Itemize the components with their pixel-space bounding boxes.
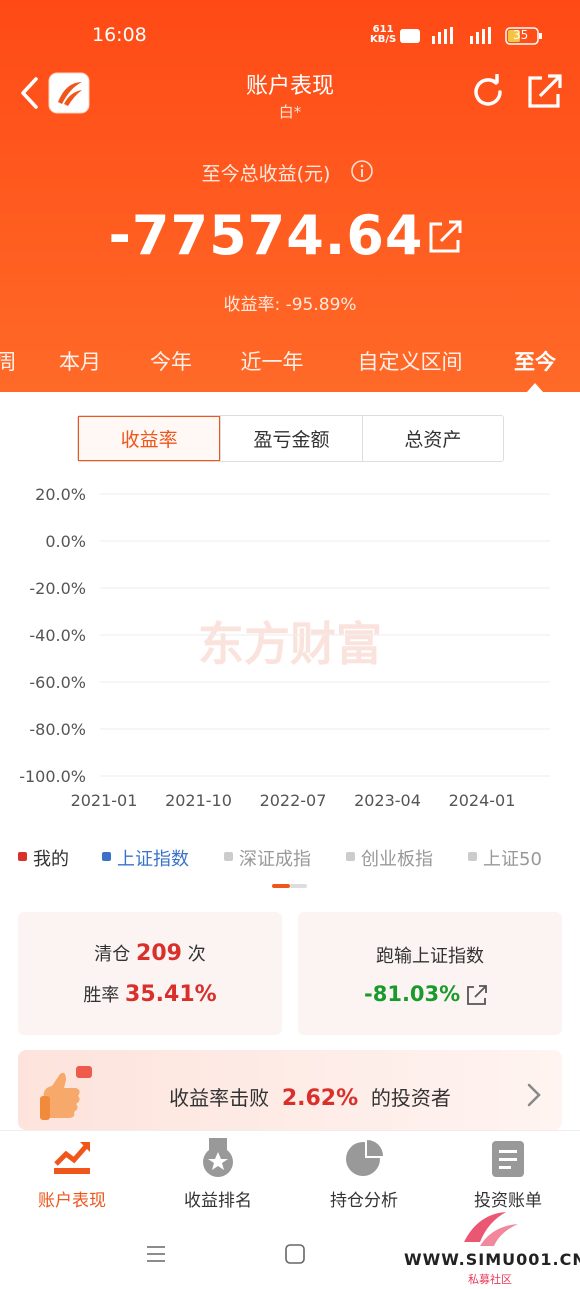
- period-tab[interactable]: 近一年: [240, 350, 304, 374]
- legend-dot: [102, 852, 111, 861]
- y-tick-label: 20.0%: [35, 485, 86, 504]
- total-profit-label: 至今总收益(元): [201, 163, 331, 185]
- legend-label[interactable]: 我的: [33, 849, 69, 870]
- nav-label[interactable]: 收益排名: [184, 1191, 252, 1211]
- x-tick-label: 2021-10: [165, 791, 232, 810]
- win-rate: 35.41%: [125, 982, 217, 1007]
- watermark-logo: [464, 1212, 518, 1246]
- chart-tab[interactable]: 收益率: [78, 416, 221, 461]
- chart-tab[interactable]: 盈亏金额: [220, 416, 361, 461]
- legend-label[interactable]: 深证成指: [239, 849, 311, 870]
- network-speed: 611 KB/S: [370, 25, 396, 45]
- rank-prefix: 收益率击败: [169, 1086, 270, 1110]
- page-title: 账户表现: [245, 74, 335, 99]
- header-background: [0, 0, 580, 392]
- period-tab[interactable]: 本月: [59, 350, 101, 374]
- return-rate-label: 收益率:: [223, 295, 281, 315]
- banner-arrow: [527, 1083, 541, 1107]
- win-rate-line: 胜率 35.41%: [83, 981, 216, 1007]
- x-tick-label: 2023-04: [354, 791, 421, 810]
- clear-label: 清仓: [94, 944, 131, 965]
- rank-suffix: 的投资者: [370, 1086, 451, 1110]
- nav-icon-performance[interactable]: [52, 1140, 92, 1176]
- app-logo: [48, 72, 90, 114]
- nav-icon-ranking[interactable]: [200, 1138, 236, 1178]
- stats-card-right: [298, 912, 562, 1035]
- period-tab[interactable]: 今年: [150, 350, 192, 374]
- legend-label[interactable]: 创业板指: [361, 849, 433, 870]
- chart-tab[interactable]: 总资产: [361, 416, 503, 461]
- total-profit-value: -77574.64: [108, 204, 424, 267]
- x-tick-label: 2022-07: [260, 791, 327, 810]
- nav-divider: [0, 1130, 580, 1131]
- nav-icon-holdings[interactable]: [345, 1140, 383, 1178]
- speed-value: 611: [372, 24, 394, 35]
- nav-label[interactable]: 投资账单: [474, 1191, 542, 1211]
- watermark-site: WWW.SIMU001.CN: [404, 1250, 580, 1269]
- y-tick-label: 0.0%: [45, 532, 86, 551]
- legend-dot: [18, 852, 27, 861]
- lag-value: -81.03%: [364, 982, 461, 1006]
- battery-level: 35: [513, 28, 529, 42]
- y-tick-label: -20.0%: [29, 579, 86, 598]
- return-rate-line: 收益率: -95.89%: [223, 290, 356, 315]
- info-icon[interactable]: [350, 159, 374, 183]
- chart-tabs: 收益率 盈亏金额 总资产: [77, 415, 504, 462]
- legend-scroll-thumb: [272, 884, 290, 888]
- refresh-button[interactable]: [470, 74, 506, 110]
- back-button[interactable]: [18, 76, 42, 110]
- chart: 东方财富 20.0% 0.0% -20.0% -40.0% -60.0% -80.0% -10…: [19, 485, 550, 810]
- period-tab[interactable]: 周: [0, 350, 17, 374]
- nav-icon-bill[interactable]: [490, 1140, 526, 1178]
- legend-label[interactable]: 上证50: [483, 849, 542, 870]
- clear-unit: 次: [187, 944, 206, 965]
- legend-dot: [224, 852, 233, 861]
- return-rate-value: -95.89%: [285, 295, 357, 315]
- status-icons: [400, 27, 542, 45]
- y-tick-label: -60.0%: [29, 673, 86, 692]
- rank-text: 收益率击败 2.62% 的投资者: [169, 1082, 451, 1111]
- legend-scroll-track: [290, 884, 307, 888]
- status-time: 16:08: [92, 24, 147, 46]
- legend-dot: [468, 852, 477, 861]
- y-tick-label: -100.0%: [19, 767, 86, 786]
- nav-label[interactable]: 持仓分析: [330, 1191, 398, 1211]
- share-profit-icon[interactable]: [428, 220, 464, 254]
- chart-watermark: 东方财富: [198, 617, 382, 671]
- clear-count-line: 清仓 209 次: [94, 940, 205, 966]
- period-tab[interactable]: 至今: [514, 350, 556, 374]
- rank-banner[interactable]: [18, 1050, 562, 1130]
- lag-share-icon[interactable]: [466, 984, 488, 1006]
- x-tick-label: 2024-01: [449, 791, 516, 810]
- thumb-icon: [40, 1066, 92, 1120]
- legend-label[interactable]: 上证指数: [117, 849, 189, 870]
- stats-card-left: [18, 912, 282, 1035]
- account-name: 白*: [278, 103, 302, 121]
- period-tab[interactable]: 自定义区间: [357, 350, 463, 374]
- legend-dot: [346, 852, 355, 861]
- system-home-button[interactable]: [284, 1243, 306, 1265]
- x-tick-label: 2021-01: [71, 791, 138, 810]
- watermark-caption: 私募社区: [468, 1273, 512, 1286]
- y-tick-label: -80.0%: [29, 720, 86, 739]
- tab-indicator: [527, 383, 543, 392]
- nav-label[interactable]: 账户表现: [38, 1191, 106, 1211]
- clear-count: 209: [136, 941, 182, 966]
- win-label: 胜率: [83, 985, 120, 1006]
- system-menu-button[interactable]: [145, 1243, 167, 1265]
- y-tick-label: -40.0%: [29, 626, 86, 645]
- speed-unit: KB/S: [370, 34, 397, 45]
- rank-value: 2.62%: [281, 1086, 359, 1111]
- lag-label: 跑输上证指数: [376, 946, 484, 967]
- share-button[interactable]: [526, 74, 564, 110]
